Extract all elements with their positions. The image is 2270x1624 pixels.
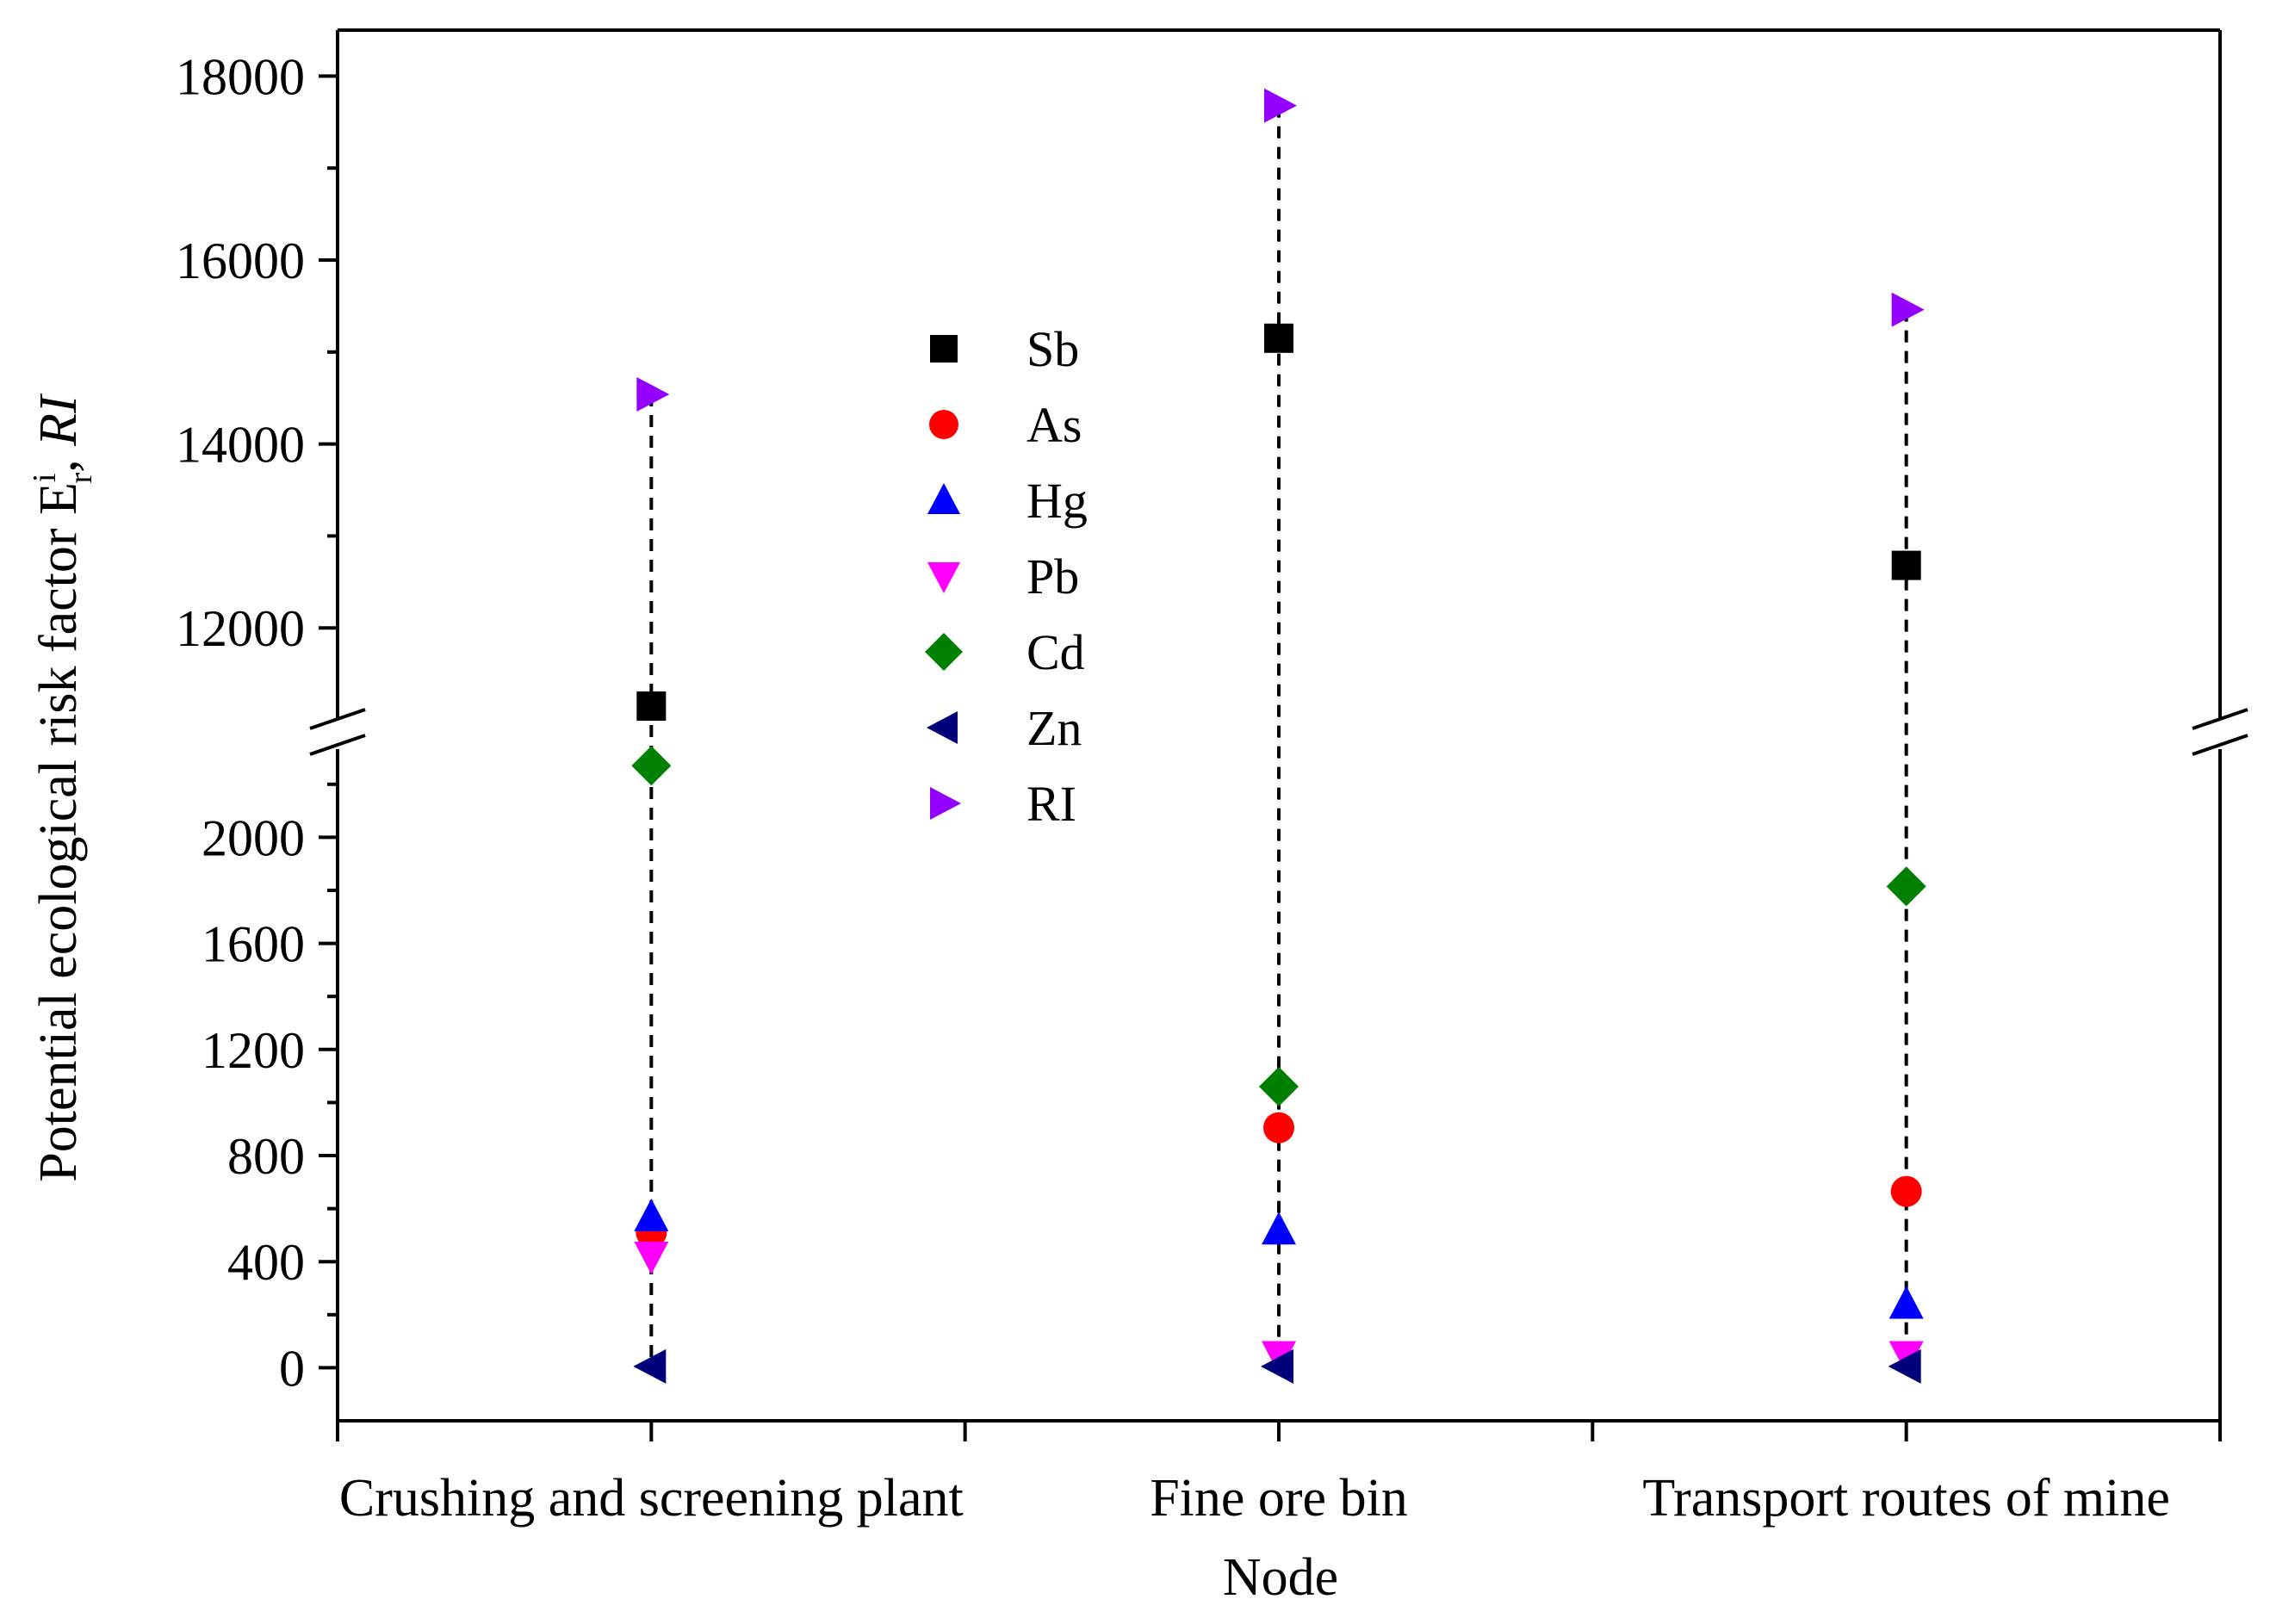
marker-zn (633, 1348, 667, 1384)
marker-hg (1262, 1212, 1296, 1245)
marker-ri (1264, 88, 1297, 123)
marker-zn (1261, 1348, 1293, 1384)
legend-label-pb: Pb (1026, 549, 1079, 604)
marker-sb (1891, 550, 1921, 580)
connector-lines (649, 105, 1908, 1367)
marker-sb (636, 691, 667, 721)
legend-label-as: As (1026, 397, 1082, 453)
y-tick-label: 800 (227, 1128, 305, 1185)
legend-marker-as (929, 410, 958, 439)
marker-ri (636, 376, 670, 412)
y-tick-label: 1200 (202, 1022, 305, 1079)
legend-marker-ri (930, 787, 961, 820)
y-tick-label: 18000 (176, 48, 305, 105)
marker-cd (631, 746, 672, 786)
y-tick-label: 2000 (202, 809, 305, 866)
marker-pb (634, 1242, 669, 1275)
x-tick-label: Transport routes of mine (1642, 1469, 2170, 1528)
y-tick-label: 1600 (202, 916, 305, 973)
legend-label-ri: RI (1026, 776, 1076, 832)
marker-cd (1886, 866, 1926, 907)
legend-marker-sb (930, 335, 958, 363)
marker-as (1263, 1112, 1294, 1144)
legend-marker-cd (925, 633, 963, 671)
legend-label-cd: Cd (1026, 624, 1085, 680)
marker-sb (1264, 323, 1293, 353)
y-axis-title: Potential ecological risk factor Eir, RI (27, 393, 99, 1182)
legend-marker-pb (927, 562, 960, 593)
legend-label-hg: Hg (1026, 473, 1088, 529)
y-tick-label: 0 (279, 1340, 305, 1397)
axis-break-mark-left-1 (309, 708, 366, 730)
legend: Sb As Hg Pb Cd Zn RI (925, 321, 1088, 832)
y-tick-label: 14000 (176, 417, 305, 474)
marker-cd (1259, 1066, 1299, 1106)
x-tick-label: Crushing and screening plant (339, 1469, 964, 1528)
x-axis-title: Node (1223, 1548, 1338, 1607)
legend-marker-hg (927, 483, 960, 514)
y-tick-label: 12000 (176, 600, 305, 657)
axes: 0 400 800 1200 1600 2000 12000 14000 16000 18000 C… (176, 28, 2248, 1528)
x-tick-label: Fine ore bin (1150, 1469, 1408, 1528)
axis-break-mark-left-2 (309, 734, 366, 756)
marker-zn (1888, 1348, 1921, 1384)
axis-break-mark-right-1 (2192, 708, 2248, 730)
legend-label-sb: Sb (1026, 321, 1079, 377)
legend-label-zn: Zn (1026, 700, 1082, 756)
y-tick-label: 16000 (176, 232, 305, 289)
legend-marker-zn (927, 711, 958, 744)
marker-ri (1891, 292, 1925, 327)
data-markers (631, 88, 1926, 1384)
axis-break-mark-right-2 (2192, 734, 2248, 756)
marker-hg (1889, 1286, 1924, 1319)
marker-as (1890, 1175, 1922, 1207)
y-tick-label: 400 (227, 1234, 305, 1291)
marker-hg (634, 1198, 669, 1231)
